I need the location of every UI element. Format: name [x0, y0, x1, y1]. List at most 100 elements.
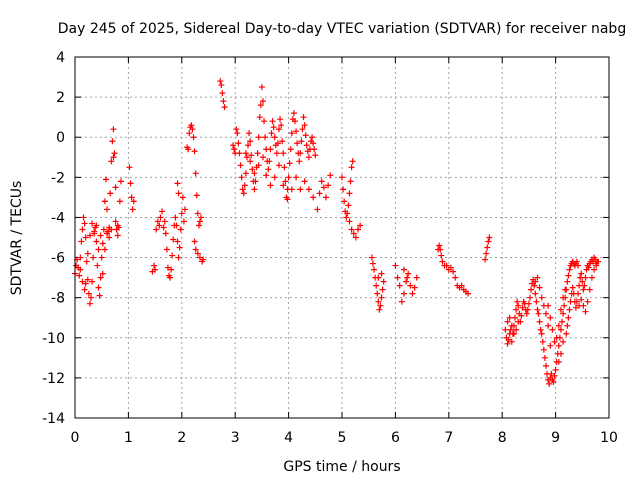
data-point	[255, 134, 262, 141]
data-point	[546, 380, 553, 387]
data-point	[565, 314, 572, 321]
data-point	[400, 266, 407, 273]
data-point	[266, 158, 273, 165]
data-point	[200, 256, 207, 263]
data-point	[108, 226, 115, 233]
data-point	[248, 152, 255, 159]
data-point	[302, 132, 309, 139]
data-point	[560, 310, 567, 317]
data-point	[314, 206, 321, 213]
data-point	[89, 278, 96, 285]
data-point	[411, 284, 418, 291]
data-point	[271, 134, 278, 141]
data-point	[566, 266, 573, 273]
data-point	[198, 214, 205, 221]
data-point	[246, 130, 253, 137]
data-point	[154, 218, 161, 225]
data-point	[170, 236, 177, 243]
data-point	[311, 146, 318, 153]
data-point	[580, 286, 587, 293]
data-point	[407, 282, 414, 289]
data-point	[89, 220, 96, 227]
data-point	[290, 110, 297, 117]
data-point	[588, 274, 595, 281]
data-point	[163, 246, 170, 253]
data-point	[582, 308, 589, 315]
data-point	[551, 338, 558, 345]
data-point	[555, 342, 562, 349]
data-point	[322, 194, 329, 201]
data-point	[275, 162, 282, 169]
data-point	[82, 234, 89, 241]
data-point	[152, 266, 159, 273]
data-point	[559, 318, 566, 325]
data-point	[518, 312, 525, 319]
data-point	[486, 234, 493, 241]
data-point	[238, 174, 245, 181]
data-point	[447, 264, 454, 271]
data-point	[437, 246, 444, 253]
x-tick-label: 3	[231, 430, 240, 446]
data-point	[191, 148, 198, 155]
data-point	[255, 162, 262, 169]
data-point	[235, 140, 242, 147]
data-point	[531, 282, 538, 289]
data-point	[573, 258, 580, 265]
data-point	[355, 226, 362, 233]
data-point	[562, 286, 569, 293]
data-point	[259, 98, 266, 105]
data-point	[325, 182, 332, 189]
data-point	[190, 134, 197, 141]
data-point	[267, 146, 274, 153]
data-point	[76, 272, 83, 279]
data-point	[536, 318, 543, 325]
data-point	[378, 294, 385, 301]
data-point	[114, 222, 121, 229]
data-point	[537, 326, 544, 333]
data-point	[378, 270, 385, 277]
data-point	[251, 186, 258, 193]
data-point	[327, 172, 334, 179]
data-point	[126, 164, 133, 171]
data-point	[573, 298, 580, 305]
data-point	[514, 298, 521, 305]
data-point	[280, 182, 287, 189]
data-point	[345, 202, 352, 209]
x-tick-label: 2	[177, 430, 186, 446]
data-point	[547, 314, 554, 321]
x-tick-label: 5	[338, 430, 347, 446]
data-point	[100, 226, 107, 233]
data-point	[534, 306, 541, 313]
data-point	[78, 238, 85, 245]
data-point	[310, 194, 317, 201]
data-points	[72, 78, 602, 387]
data-point	[97, 232, 104, 239]
data-point	[581, 282, 588, 289]
grid-lines	[75, 57, 609, 418]
data-point	[523, 310, 530, 317]
data-point	[277, 116, 284, 123]
data-point	[86, 300, 93, 307]
data-point	[438, 252, 445, 259]
data-point	[352, 234, 359, 241]
data-point	[284, 196, 291, 203]
data-point	[247, 138, 254, 145]
data-point	[195, 222, 202, 229]
data-point	[293, 174, 300, 181]
data-point	[512, 314, 519, 321]
data-point	[579, 278, 586, 285]
data-point	[179, 194, 186, 201]
data-point	[220, 98, 227, 105]
data-point	[565, 272, 572, 279]
data-point	[533, 298, 540, 305]
data-point	[287, 146, 294, 153]
data-point	[539, 338, 546, 345]
data-point	[252, 178, 259, 185]
data-point	[303, 142, 310, 149]
data-point	[242, 170, 249, 177]
data-point	[261, 118, 268, 125]
data-point	[309, 134, 316, 141]
data-point	[269, 118, 276, 125]
data-point	[101, 198, 108, 205]
data-point	[305, 186, 312, 193]
